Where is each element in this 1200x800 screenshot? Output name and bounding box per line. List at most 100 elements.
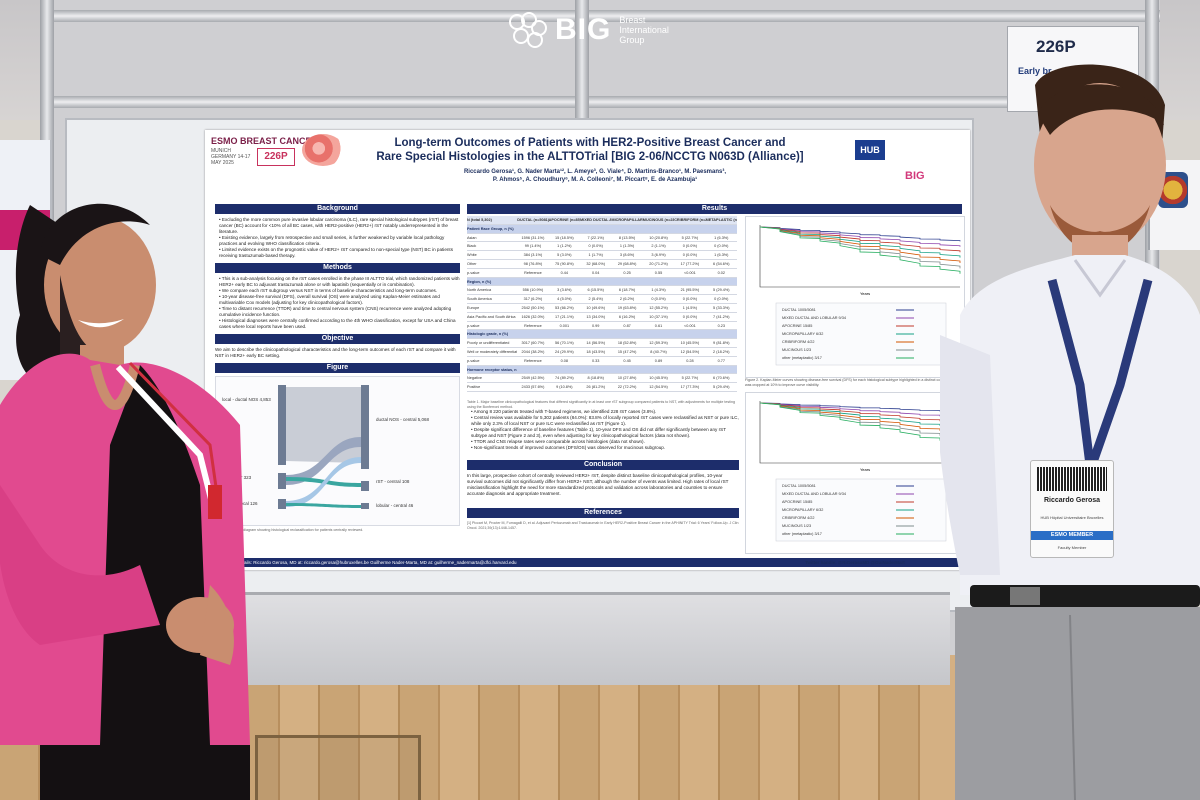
table-cell: 3017 (60.7%) [517,339,549,348]
table-cell: 0.28 [674,357,706,366]
conclusion-block: Conclusion In this large, prospective co… [467,460,739,501]
frame-beam-middle [40,96,1160,108]
big-logo-header: BIG Breast International Group [507,10,689,50]
table-cell [611,277,643,287]
table-cell: Poorly or undifferentiated [467,339,518,348]
section-figure: Figure [215,363,460,373]
table-cell: 3 (6.9%) [642,251,675,260]
table-cell: 18 (43.5%) [580,348,612,357]
table-cell: CRIBRIFORM (n=22) [674,216,706,225]
table-cell: 20 (71.2%) [642,260,675,269]
km-os-curves: Years DUCTAL 1005/5081 MIXED DUCTAL AND LO… [759,401,961,542]
table-cell: 6 (18.7%) [611,286,643,296]
results-bullet: • Non-significant trends of improved out… [471,445,666,450]
table-cell [548,224,581,234]
table-cell: 10 (27.8%) [611,374,643,384]
methods-bullet: • Time to distant recurrence (TTDR) and … [219,306,452,317]
booth-sign-text: Early br... Sys... [1018,66,1085,76]
table-cell [517,277,549,287]
figure-2-caption: Figure 2. Kaplan-Meier curves showing di… [745,378,963,387]
poster-big-logo: BIG [905,170,925,182]
km-curve [759,226,961,253]
km-legend-entry: APOCRINE 15/85 [782,324,812,328]
table-cell: 17 (21.1%) [548,313,581,322]
table-cell: 0.77 [705,357,737,366]
km-legend-entry: APOCRINE 15/85 [782,500,812,504]
table-cell: North America [467,286,518,296]
table-row: N (total 5,302) DUCTAL (n=5081) APOCRINE (… [467,216,737,225]
table-cell: 5 (29.4%) [705,286,737,296]
sankey-label-local-nos: local - ductal NOS 4,853 [222,397,271,402]
objective-text: We aim to describe the clinicopathologic… [215,347,456,358]
table-cell: 6 (15.5%) [580,286,612,296]
table-cell: 53 (66.2%) [548,304,581,313]
table-cell: 1 (1.2%) [548,242,581,252]
table-cell: 12 (54.5%) [642,383,675,392]
table-cell: <0.001 [674,322,706,331]
table-cell: Asian [467,234,518,243]
table-cell: 12 (59.3%) [642,339,675,348]
methods-bullet: • We compare each rST subgroup versus NS… [219,288,438,293]
table-cell [705,365,737,375]
table-cell: Reference [517,269,549,278]
table-cell: 10 (45.5%) [674,339,706,348]
badge-member-bar: ESMO MEMBER [1031,531,1113,540]
big-logo-word: BIG [555,13,612,46]
km-axis [759,401,960,464]
badge-barcode [1037,467,1107,491]
table-cell: Black [467,242,518,252]
table-cell [580,365,612,375]
table-cell [674,277,706,287]
table-cell: MUCINOUS (n=23) [642,216,675,225]
table-cell: 0 (0.0%) [674,313,706,322]
woman-presenter [0,185,280,800]
table-cell [580,330,612,340]
table-cell [611,365,643,375]
man-figure [936,64,1200,800]
table-cell: 0.04 [580,269,612,278]
poster-title: Long-term Outcomes of Patients with HER2… [360,136,820,164]
name-badge: Riccardo Gerosa HUB Hôpital Universitair… [1030,460,1114,558]
table-cell: 74 (89.2%) [548,374,581,384]
table-cell [674,330,706,340]
table-cell: 32 (68.0%) [580,260,612,269]
table-cell: South America [467,295,518,304]
table-cell [580,277,612,287]
table-cell: Other [467,260,518,269]
km-legend-entry: other (metaplastic) 3/17 [782,356,822,360]
table-cell: Histologic grade, n (%) [467,330,518,340]
table-cell: 24 (29.9%) [548,348,581,357]
table-row: Asia Pacific and South Africa 1626 (32.0%… [467,313,737,322]
methods-bullet: • 10-year disease-free survival (DFS), o… [219,294,440,305]
poster-header: ESMO BREAST CANCER MUNICH GERMANY 14-17 … [205,130,970,202]
woman-figure [0,203,250,800]
poster-title-line-1: Long-term Outcomes of Patients with HER2… [394,137,786,149]
table-cell: 317 (6.2%) [517,295,549,304]
section-background: Background [215,204,460,214]
table-cell: 8 (40.7%) [642,348,675,357]
twitter-handle: Twitter handle: @RiGerosaMD @GuiNaderMar… [805,560,905,565]
table-cell: 1 (4.3%) [642,286,675,296]
km-legend-box [775,478,947,542]
table-cell: 2044 (38.2%) [517,348,549,357]
km-curve [759,226,961,258]
table-cell: MIXED DUCTAL AND LOBULAR (n=34) [580,216,612,225]
table-cell: 2 (18.2%) [705,348,737,357]
badge-name: Riccardo Gerosa [1043,497,1101,504]
table-row: White 384 (3.1%) 5 (3.0%) 1 (1.7%) 3 (8.6%) 3… [467,251,737,260]
table-cell: 5 (29.4%) [705,383,737,392]
table-row: South America 317 (6.2%) 4 (5.0%) 2 (5.4%) 2… [467,295,737,304]
km-curve [759,402,961,445]
km-legend-entry: CRIBRIFORM 4/22 [782,340,815,344]
table-cell: 1 (6.3%) [705,251,737,260]
table-cell: 17 (77.2%) [674,260,706,269]
table-cell: 7 (41.2%) [705,313,737,322]
table-row: Poorly or undifferentiated 3017 (60.7%) 56… [467,339,737,348]
results-bullet: • Among 8 220 patients treated with T-ba… [471,409,657,414]
table-cell: 10 (45.5%) [642,374,675,384]
sankey-label-central-nos: ductal NOS - central 5,068 [376,417,430,422]
results-bullet: • Central review was available for 5,302… [471,415,739,426]
section-methods: Methods [215,263,460,273]
table-row: North America 556 (10.9%) 3 (3.6%) 6 (15.5%… [467,286,737,296]
km-legend-entry: MICROPAPILLARY 6/32 [782,508,823,512]
